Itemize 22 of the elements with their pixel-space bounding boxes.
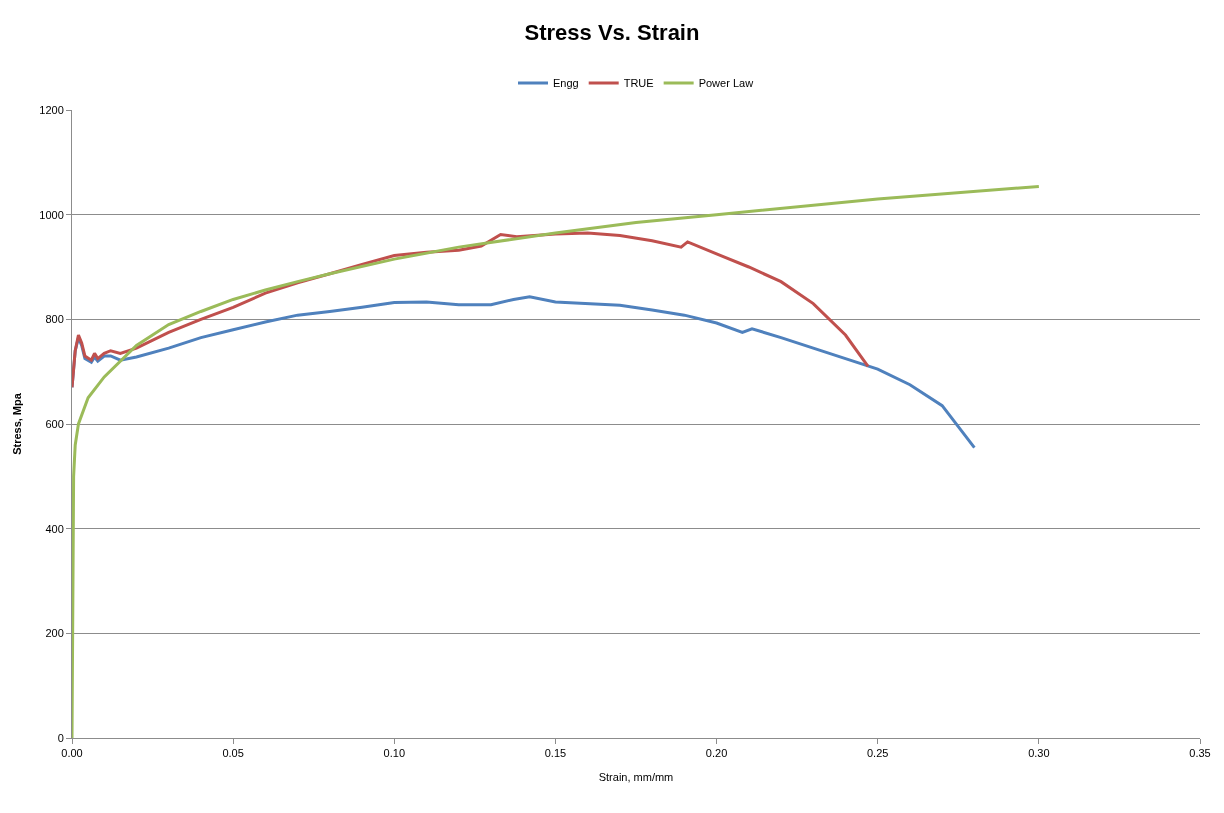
y-tick-label: 600 bbox=[45, 417, 64, 430]
x-tick-label: 0.20 bbox=[705, 747, 728, 760]
x-tick-label: 0.15 bbox=[544, 747, 567, 760]
x-tick-label: 0.00 bbox=[61, 747, 83, 760]
y-tick-label: 1000 bbox=[39, 208, 64, 221]
y-tick-label: 1200 bbox=[39, 103, 64, 116]
y-tick-label: 0 bbox=[57, 731, 64, 744]
x-tick-label: 0.30 bbox=[1028, 747, 1050, 760]
x-tick-label: 0.05 bbox=[222, 747, 244, 760]
x-axis-title: Strain, mm/mm bbox=[598, 771, 674, 784]
y-tick-label: 400 bbox=[45, 522, 64, 535]
y-tick-label: 200 bbox=[45, 627, 64, 640]
x-tick-label: 0.10 bbox=[383, 747, 405, 760]
line-series bbox=[72, 184, 1041, 738]
legend-label: Power Law bbox=[698, 77, 754, 90]
x-tick-label: 0.35 bbox=[1189, 747, 1211, 760]
legend-label: TRUE bbox=[623, 77, 654, 90]
y-axis-title: Stress, Mpa bbox=[10, 392, 23, 455]
chart-title: Stress Vs. Strain bbox=[524, 19, 700, 45]
legend-label: Engg bbox=[553, 77, 579, 90]
y-tick-label: 800 bbox=[45, 313, 64, 326]
x-tick-label: 0.25 bbox=[867, 747, 889, 760]
